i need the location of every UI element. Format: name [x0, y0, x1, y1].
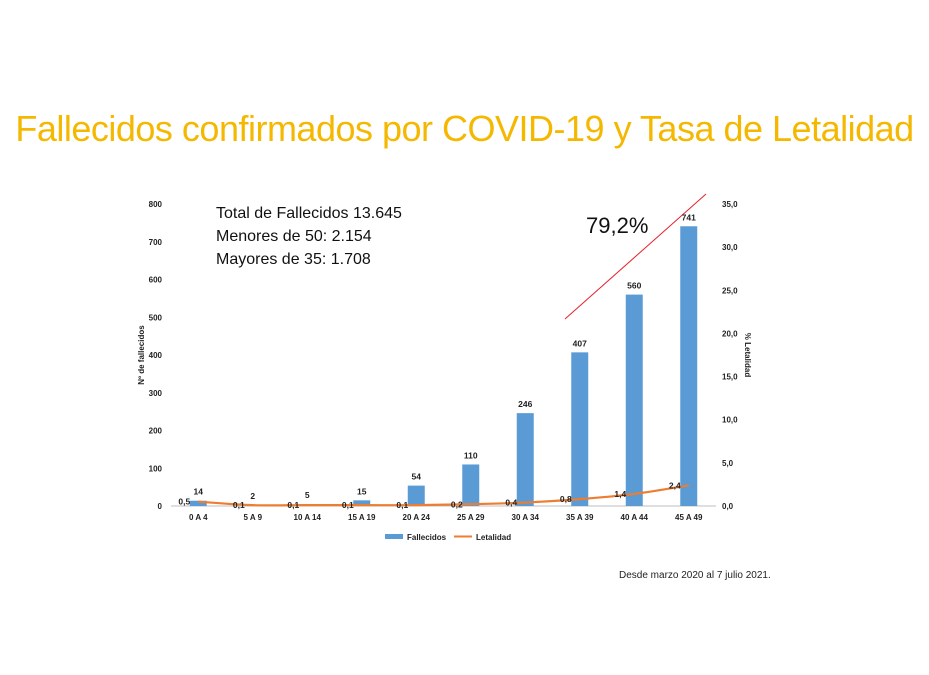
plot-area: 0 100 200 300 400 500 600 700 800 0,0 5,0 10,0 15,0 2… [137, 200, 752, 542]
bar-value-label: 407 [573, 338, 587, 348]
line-value-label: 0,1 [396, 500, 408, 510]
line-value-label: 0,5 [178, 497, 190, 507]
y2-tick-label: 0,0 [722, 502, 734, 511]
x-tick-label: 35 A 39 [566, 513, 594, 522]
bar-value-label: 741 [682, 212, 696, 222]
x-tick-label: 20 A 24 [403, 513, 431, 522]
bar-value-label: 14 [194, 487, 204, 497]
line-value-label: 1,4 [614, 489, 626, 499]
bar [353, 500, 371, 506]
trend-line [564, 193, 707, 320]
y-tick-label: 0 [158, 502, 163, 511]
bar-value-label: 560 [627, 281, 641, 291]
y-tick-label: 100 [149, 464, 163, 473]
y2-tick-label: 15,0 [722, 373, 738, 382]
legend-label-letalidad: Letalidad [476, 533, 511, 542]
x-tick-label: 25 A 29 [457, 513, 485, 522]
page-title: Fallecidos confirmados por COVID-19 y Ta… [15, 108, 914, 149]
y2-tick-label: 25,0 [722, 286, 738, 295]
legend-swatch-fallecidos [385, 534, 403, 539]
y2-tick-label: 5,0 [722, 459, 734, 468]
total-deaths-annotation: Total de Fallecidos 13.645 [216, 205, 402, 222]
bar-value-label: 54 [412, 472, 422, 482]
line-value-label: 0,1 [233, 500, 245, 510]
x-tick-label: 40 A 44 [621, 513, 649, 522]
line-value-label: 0,4 [505, 498, 517, 508]
y2-tick-label: 35,0 [722, 200, 738, 209]
bar [462, 464, 480, 506]
bar-value-label: 15 [357, 486, 367, 496]
x-tick-label: 45 A 49 [675, 513, 703, 522]
y2-tick-label: 30,0 [722, 243, 738, 252]
over-35-annotation: Mayores de 35: 1.708 [216, 251, 371, 268]
x-tick-label: 30 A 34 [512, 513, 540, 522]
x-tick-label: 5 A 9 [243, 513, 262, 522]
line-value-label: 2,4 [669, 480, 681, 490]
x-tick-label: 10 A 14 [294, 513, 322, 522]
y-tick-label: 300 [149, 389, 163, 398]
y-tick-label: 200 [149, 427, 163, 436]
letalidad-line [198, 484, 689, 507]
bar-value-label: 246 [518, 399, 532, 409]
bar [189, 500, 207, 506]
bar [516, 413, 534, 506]
bar-value-label: 110 [464, 450, 478, 460]
y2-tick-label: 20,0 [722, 329, 738, 338]
y-tick-label: 800 [149, 200, 163, 209]
under-50-annotation: Menores de 50: 2.154 [216, 228, 372, 245]
chart-annotations: Total de Fallecidos 13.645 Menores de 50… [216, 193, 707, 320]
y2-tick-label: 10,0 [722, 416, 738, 425]
y-tick-label: 700 [149, 238, 163, 247]
legend-label-fallecidos: Fallecidos [407, 533, 447, 542]
line-value-label: 0,2 [451, 499, 463, 509]
bar [407, 485, 425, 506]
line-value-label: 0,8 [560, 494, 572, 504]
y2-axis-label: % Letalidad [743, 333, 752, 378]
source-note: Desde marzo 2020 al 7 julio 2021. [619, 570, 771, 581]
bar-value-label: 5 [305, 490, 310, 500]
growth-annotation: 79,2% [586, 213, 648, 238]
line-value-label: 0,1 [342, 500, 354, 510]
y-tick-label: 400 [149, 351, 163, 360]
y-tick-label: 600 [149, 276, 163, 285]
bar [571, 352, 589, 506]
bar [680, 226, 698, 506]
y-axis-label: Nº de fallecidos [137, 325, 146, 385]
y-tick-label: 500 [149, 313, 163, 322]
bar-value-label: 2 [250, 491, 255, 501]
x-tick-label: 15 A 19 [348, 513, 376, 522]
bar [625, 294, 643, 506]
line-value-label: 0,1 [287, 500, 299, 510]
x-tick-label: 0 A 4 [189, 513, 208, 522]
